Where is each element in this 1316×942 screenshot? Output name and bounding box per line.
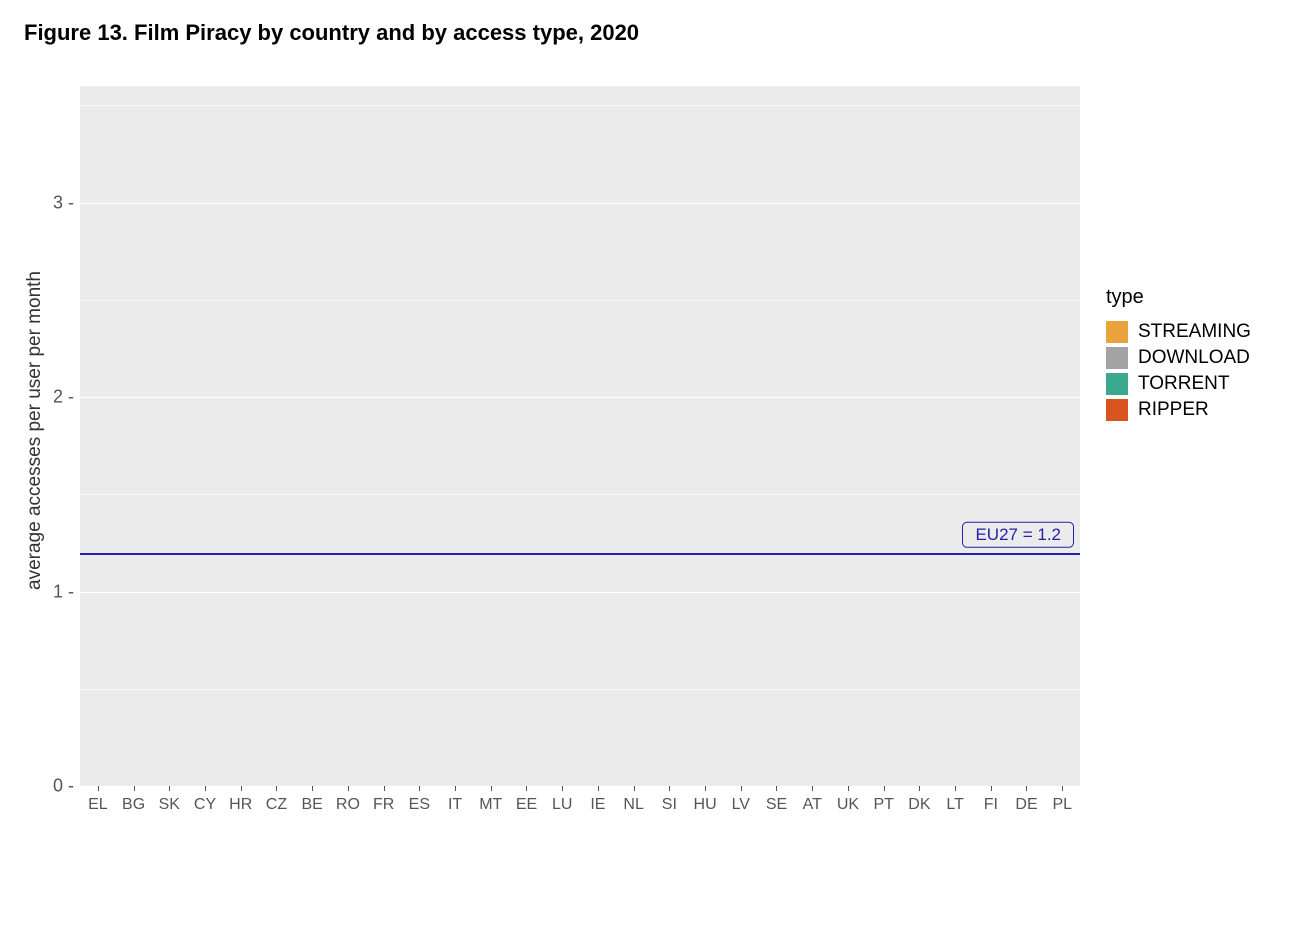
x-tick-label: IE [580,792,616,814]
legend-swatch [1106,373,1128,395]
chart-container: average accesses per user per month 0 - 1… [20,86,1296,814]
x-tick-label: LU [544,792,580,814]
x-tick-label: PT [866,792,902,814]
legend-label: TORRENT [1138,373,1229,395]
y-axis-ticks: 0 -1 -2 -3 - [46,86,80,786]
legend-swatch [1106,399,1128,421]
x-tick-label: SI [652,792,688,814]
y-tick-label: 2 - [53,387,74,408]
x-tick-label: EL [80,792,116,814]
x-tick-label: DE [1009,792,1045,814]
legend: type STREAMING DOWNLOAD TORRENT RIPPER [1106,286,1251,425]
legend-swatch [1106,347,1128,369]
figure-title: Figure 13. Film Piracy by country and by… [24,20,1296,46]
bars-group [80,86,1080,786]
reference-line-label: EU27 = 1.2 [962,521,1074,547]
legend-label: DOWNLOAD [1138,347,1250,369]
x-tick-label: CY [187,792,223,814]
legend-item-download: DOWNLOAD [1106,347,1251,369]
x-tick-label: RO [330,792,366,814]
x-tick-label: HU [687,792,723,814]
y-axis-label: average accesses per user per month [20,271,46,590]
x-tick-label: BE [294,792,330,814]
legend-swatch [1106,321,1128,343]
reference-line: EU27 = 1.2 [80,553,1080,555]
x-tick-label: LV [723,792,759,814]
x-tick-label: FI [973,792,1009,814]
y-tick-label: 3 - [53,192,74,213]
x-tick-label: MT [473,792,509,814]
x-tick-label: PL [1044,792,1080,814]
x-tick-label: HR [223,792,259,814]
y-tick-label: 1 - [53,581,74,602]
legend-item-torrent: TORRENT [1106,373,1251,395]
x-tick-label: ES [401,792,437,814]
legend-label: STREAMING [1138,321,1251,343]
x-tick-label: SK [151,792,187,814]
x-tick-label: UK [830,792,866,814]
legend-title: type [1106,286,1251,309]
x-axis-ticks [80,786,1080,792]
x-axis-labels: ELBGSKCYHRCZBEROFRESITMTEELUIENLSIHULVSE… [80,792,1080,814]
x-tick-label: DK [902,792,938,814]
x-tick-label: BG [116,792,152,814]
x-tick-label: FR [366,792,402,814]
plot-area: EU27 = 1.2 [80,86,1080,786]
legend-item-ripper: RIPPER [1106,399,1251,421]
x-tick-label: LT [937,792,973,814]
y-tick-label: 0 - [53,776,74,797]
x-tick-label: AT [794,792,830,814]
x-tick-label: IT [437,792,473,814]
x-tick-label: NL [616,792,652,814]
legend-item-streaming: STREAMING [1106,321,1251,343]
x-tick-label: EE [509,792,545,814]
x-tick-label: CZ [259,792,295,814]
legend-label: RIPPER [1138,399,1209,421]
x-tick-label: SE [759,792,795,814]
